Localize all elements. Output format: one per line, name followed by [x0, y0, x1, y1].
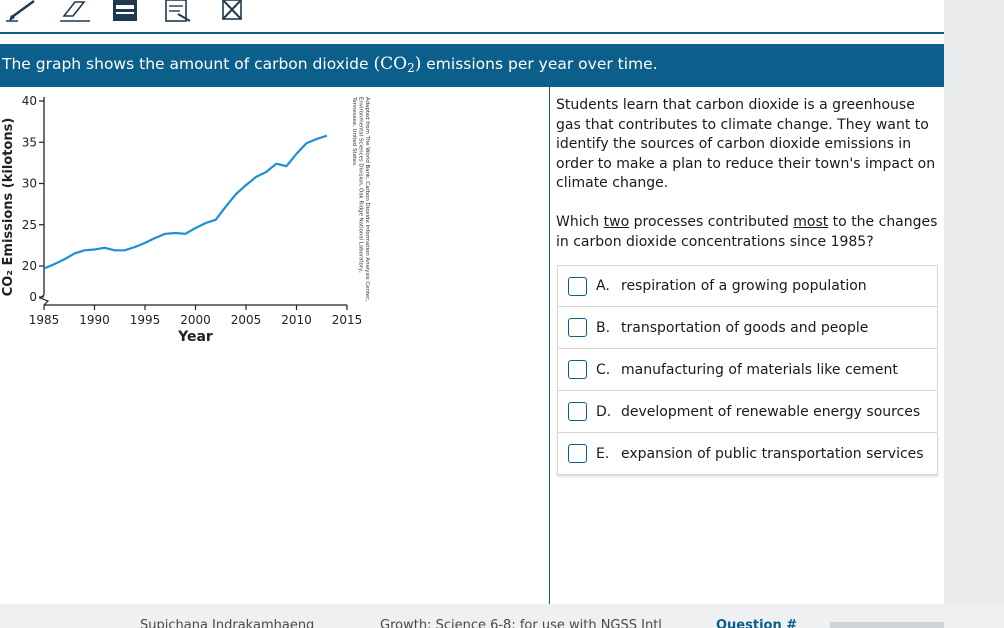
option-letter: B. [596, 319, 611, 336]
x-tick-label: 2015 [332, 313, 363, 327]
option-a[interactable]: A. respiration of a growing population [557, 265, 938, 307]
x-tick-label: 2005 [231, 313, 262, 327]
calculator-icon[interactable] [112, 0, 138, 22]
column-divider [549, 87, 550, 604]
option-d[interactable]: D. development of renewable energy sourc… [557, 391, 938, 433]
assessment-stage: The graph shows the amount of carbon dio… [0, 0, 944, 604]
x-tick-label: 1990 [79, 313, 110, 327]
co2-emissions-line [43, 134, 328, 270]
option-letter: D. [596, 403, 612, 420]
co2-formula: (CO2) [373, 54, 422, 75]
answer-options: A. respiration of a growing population B… [557, 265, 938, 475]
option-text: respiration of a growing population [621, 278, 867, 294]
y-tick-label: 35 [22, 135, 37, 149]
x-tick-label: 2010 [281, 313, 312, 327]
option-letter: A. [596, 278, 610, 294]
side-panel [944, 0, 1004, 628]
status-footer: Supichana Indrakamhaeng Growth: Science … [0, 604, 1004, 628]
x-tick-label: 2000 [180, 313, 211, 327]
question-ask: Which two processes contributed most to … [556, 213, 938, 250]
prompt-text-before: The graph shows the amount of carbon dio… [2, 55, 374, 73]
x-tick-label: 1985 [29, 313, 60, 327]
notepad-icon[interactable] [164, 0, 192, 22]
eraser-icon[interactable] [58, 0, 92, 22]
y-tick-label: 40 [22, 94, 37, 108]
progress-track [830, 622, 944, 628]
co2-emissions-chart: 0 20 25 30 35 40 1985 1990 1995 2000 2005 2010 2015 Y… [1, 94, 370, 345]
pencil-icon[interactable] [6, 0, 42, 22]
y-tick-label: 20 [22, 259, 37, 273]
option-letter: C. [596, 361, 611, 378]
question-intro: Students learn that carbon dioxide is a … [556, 97, 936, 192]
checkbox[interactable] [568, 318, 587, 337]
option-text: development of renewable energy sources [621, 403, 921, 420]
option-e[interactable]: E. expansion of public transportation se… [557, 433, 938, 475]
question-text: Students learn that carbon dioxide is a … [556, 96, 938, 271]
course-name: Growth: Science 6-8: for use with NGSS I… [380, 618, 662, 628]
prompt-banner: The graph shows the amount of carbon dio… [0, 44, 944, 87]
tool-bar [0, 0, 944, 34]
option-text: transportation of goods and people [621, 319, 869, 336]
option-text: manufacturing of materials like cement [621, 361, 898, 378]
prompt-text-after: emissions per year over time. [421, 55, 658, 73]
checkbox[interactable] [568, 402, 587, 421]
option-letter: E. [596, 445, 610, 462]
source-note: Adapted from The World Bank, Carbon Diox… [351, 96, 370, 301]
checkbox[interactable] [568, 360, 587, 379]
student-name: Supichana Indrakamhaeng [140, 618, 315, 628]
y-axis-label: CO₂ Emissions (kilotons) [1, 118, 16, 297]
y-tick-label: 30 [22, 177, 37, 191]
answer-eliminator-icon[interactable] [220, 0, 246, 22]
option-text: expansion of public transportation servi… [621, 445, 924, 462]
y-tick-label: 0 [29, 290, 37, 304]
y-tick-label: 25 [22, 218, 37, 232]
x-axis-label: Year [177, 329, 213, 345]
question-number-label: Question # [716, 618, 798, 628]
x-tick-label: 1995 [130, 313, 161, 327]
option-b[interactable]: B. transportation of goods and people [557, 307, 938, 349]
option-c[interactable]: C. manufacturing of materials like cemen… [557, 349, 938, 391]
checkbox[interactable] [568, 276, 587, 296]
checkbox[interactable] [568, 444, 587, 463]
